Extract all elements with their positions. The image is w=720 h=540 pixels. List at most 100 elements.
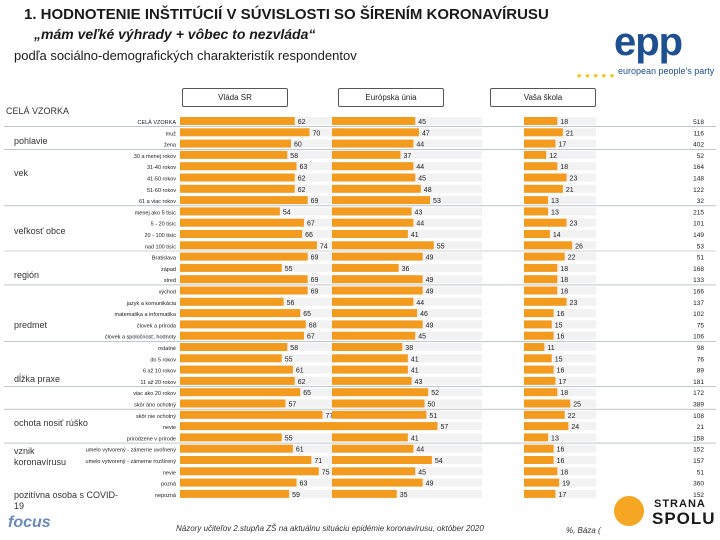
bar-track [524, 263, 596, 272]
bar [524, 241, 573, 250]
bar-track [524, 365, 596, 374]
bar [180, 343, 288, 351]
bar [524, 489, 556, 498]
bar [332, 173, 416, 182]
bar [180, 433, 282, 442]
base-count-label: 106 [693, 334, 704, 341]
data-label: 75 [322, 469, 330, 476]
data-label: 18 [560, 469, 568, 476]
data-label: 50 [428, 402, 436, 409]
data-label: 55 [285, 266, 293, 273]
bar [524, 207, 549, 216]
data-label: 48 [424, 187, 432, 194]
data-label: 61 [296, 447, 304, 454]
base-count-label: 158 [693, 435, 704, 442]
bar [332, 196, 431, 205]
bar-track [524, 230, 596, 238]
data-label: 49 [426, 322, 434, 329]
bar [524, 286, 558, 295]
group-label: región [14, 270, 40, 280]
bar-track [332, 150, 482, 159]
base-count-label: 102 [693, 311, 704, 318]
data-label: 13 [551, 209, 559, 216]
base-count-label: 52 [697, 153, 705, 160]
epp-logo-word: epp [614, 20, 683, 64]
data-label: 16 [557, 458, 565, 465]
bar [180, 162, 297, 171]
data-label: 54 [283, 209, 291, 216]
bar [524, 354, 552, 363]
data-label: 69 [311, 198, 319, 205]
bar-track [524, 489, 596, 498]
row-label: pozná [161, 482, 177, 488]
row-label: západ [161, 267, 176, 273]
bar-track [524, 343, 596, 351]
row-label: 6 až 10 rokov [143, 369, 176, 375]
bar [332, 467, 416, 476]
data-label: 66 [305, 232, 313, 239]
base-count-label: 98 [697, 345, 705, 352]
bar [180, 263, 282, 272]
base-count-label: 148 [693, 176, 704, 183]
data-label: 41 [411, 368, 419, 375]
spolu-logo-line1: STRANA [654, 498, 706, 510]
base-count-label: 101 [693, 221, 704, 228]
bar [332, 444, 414, 453]
bar-track [524, 320, 596, 329]
group-label: CELÁ VZORKA [6, 106, 70, 116]
data-label: 69 [311, 255, 319, 262]
data-label: 71 [314, 458, 322, 465]
data-label: 68 [309, 322, 317, 329]
bar [524, 275, 558, 284]
bar [524, 309, 554, 318]
group-label: vek [14, 168, 29, 178]
row-label: 5 - 20 tisíc [151, 222, 177, 228]
data-label: 13 [551, 435, 559, 442]
row-label: stred [164, 278, 176, 284]
bar [180, 173, 295, 182]
bar [332, 150, 401, 159]
data-label: 60 [294, 142, 302, 149]
base-count-label: 164 [693, 164, 704, 171]
data-label: 74 [320, 243, 328, 250]
data-label: 19 [562, 481, 570, 488]
row-label: umelo vytvorený - zámerne rozšírený [86, 459, 177, 465]
bar [332, 230, 408, 238]
page-subtitle-secondary: podľa sociálno-demografických charakteri… [14, 48, 357, 63]
bar [332, 410, 427, 419]
bar-track [524, 376, 596, 385]
row-label: 51-60 rokov [147, 188, 176, 194]
bar [180, 117, 295, 125]
data-label: 13 [551, 198, 559, 205]
data-label: 49 [426, 277, 434, 284]
base-count-label: 402 [693, 142, 704, 149]
data-label: 57 [440, 424, 448, 431]
base-count-label: 168 [693, 266, 704, 273]
data-label: 57 [288, 402, 296, 409]
bar [180, 388, 301, 397]
data-label: 41 [411, 232, 419, 239]
data-label: 18 [560, 164, 568, 171]
data-label: 15 [555, 322, 563, 329]
bar [524, 139, 556, 148]
base-count-label: 518 [693, 119, 704, 126]
bar [332, 139, 414, 148]
bar [332, 365, 408, 374]
data-label: 43 [415, 379, 423, 386]
bar [524, 117, 558, 125]
bar [180, 196, 308, 205]
base-count-label: 172 [693, 390, 704, 397]
data-label: 45 [418, 119, 426, 126]
bar-track [524, 207, 596, 216]
bar [524, 376, 556, 385]
data-label: 18 [560, 289, 568, 296]
data-label: 45 [418, 176, 426, 183]
bar-track [524, 354, 596, 363]
data-label: 44 [416, 142, 424, 149]
data-label: 18 [560, 266, 568, 273]
base-count-label: 152 [693, 447, 704, 454]
row-label: človek a spoločnosť, hodnoty [105, 335, 176, 341]
data-label: 58 [290, 345, 298, 352]
bar [180, 241, 317, 250]
